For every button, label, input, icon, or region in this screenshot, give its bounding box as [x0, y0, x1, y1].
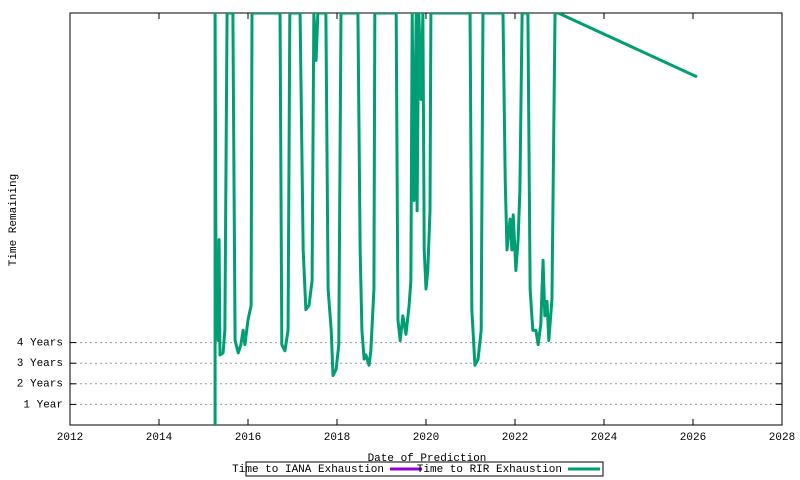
- y-axis-label: Time Remaining: [8, 174, 20, 266]
- x-tick-label: 2022: [502, 432, 528, 444]
- x-tick-label: 2028: [769, 432, 795, 444]
- y-tick-label: 2 Years: [17, 379, 63, 391]
- y-tick-label: 3 Years: [17, 358, 63, 370]
- x-tick-label: 2014: [146, 432, 173, 444]
- data-line: [213, 13, 698, 425]
- x-tick-label: 2018: [324, 432, 350, 444]
- y-tick-label: 4 Years: [17, 338, 63, 350]
- legend-box: [245, 461, 604, 477]
- legend-label: Time to RIR Exhaustion: [417, 464, 562, 476]
- x-tick-label: 2024: [591, 432, 618, 444]
- x-tick-label: 2026: [680, 432, 706, 444]
- x-tick-label: 2020: [413, 432, 439, 444]
- x-tick-label: 2016: [235, 432, 261, 444]
- legend-label: Time to IANA Exhaustion: [232, 464, 384, 476]
- y-tick-label: 1 Year: [23, 399, 63, 411]
- x-tick-label: 2012: [57, 432, 83, 444]
